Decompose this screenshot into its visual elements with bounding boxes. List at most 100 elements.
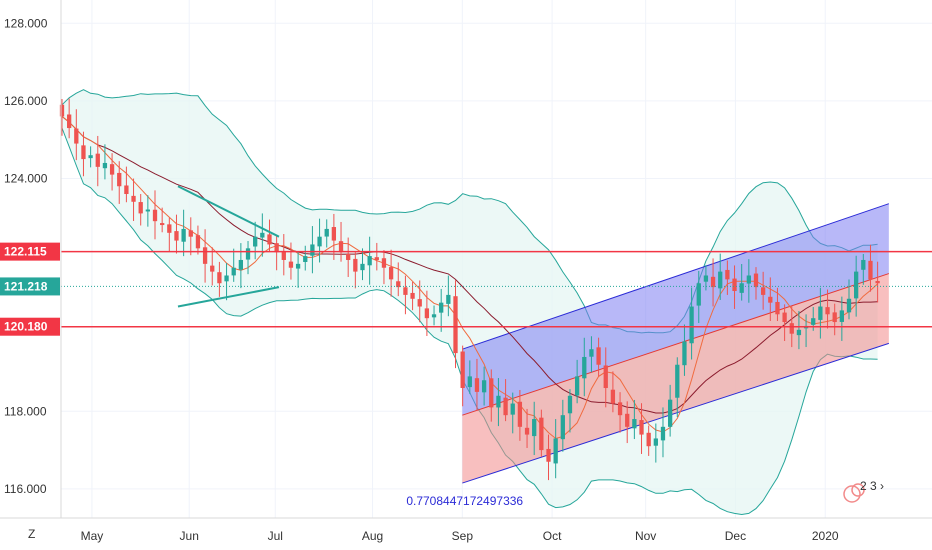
candle-body bbox=[88, 155, 93, 159]
watermark-text: 2 3 › bbox=[860, 479, 884, 493]
candle-body bbox=[603, 365, 608, 389]
candle-body bbox=[453, 296, 458, 354]
candle-body bbox=[846, 298, 852, 313]
triangle-lower-line[interactable] bbox=[177, 286, 280, 308]
candle-body bbox=[632, 419, 637, 429]
channel-upper-line[interactable] bbox=[462, 203, 890, 350]
resistance-line-lower-tag bbox=[0, 317, 60, 336]
price-tick-label: 118.000 bbox=[4, 404, 47, 418]
time-tick-label: Nov bbox=[635, 529, 656, 543]
candle-body bbox=[446, 294, 451, 304]
candle-body bbox=[396, 281, 401, 288]
candle-body bbox=[574, 376, 580, 396]
candle bbox=[703, 265, 709, 291]
channel-mid-line[interactable] bbox=[462, 273, 890, 416]
candle bbox=[768, 277, 773, 322]
candle-body bbox=[360, 263, 365, 271]
triangle-pattern[interactable] bbox=[177, 185, 280, 308]
candle bbox=[195, 225, 201, 255]
candle bbox=[632, 399, 637, 440]
candle bbox=[503, 379, 508, 422]
candle-body bbox=[639, 420, 644, 435]
candle bbox=[217, 261, 222, 297]
candle bbox=[746, 259, 751, 303]
candle-body bbox=[160, 223, 165, 226]
candle-body bbox=[124, 185, 129, 195]
candle bbox=[67, 98, 72, 139]
timezone-label[interactable]: Z bbox=[28, 527, 35, 541]
candle-body bbox=[410, 292, 415, 299]
candle bbox=[138, 193, 143, 226]
candle bbox=[818, 287, 823, 339]
candle bbox=[582, 337, 587, 397]
candle bbox=[574, 359, 580, 404]
candle-body bbox=[152, 209, 158, 222]
current-price-line-tag-label: 121.218 bbox=[4, 279, 48, 293]
candle bbox=[109, 153, 115, 191]
candle-body bbox=[403, 287, 408, 295]
candle-body bbox=[295, 263, 301, 269]
candle-body bbox=[660, 426, 666, 441]
candle bbox=[589, 336, 594, 373]
candle bbox=[832, 303, 837, 336]
candle bbox=[238, 243, 244, 289]
price-axis[interactable]: 128.000 126.000 124.000 118.000 116.000 bbox=[4, 16, 48, 496]
candle-body bbox=[524, 427, 530, 435]
candle bbox=[625, 401, 630, 444]
candle bbox=[782, 304, 787, 341]
candle-body bbox=[195, 235, 201, 249]
candle bbox=[825, 289, 830, 329]
candle bbox=[532, 401, 537, 456]
candle-body bbox=[732, 278, 737, 292]
candle bbox=[524, 408, 530, 448]
horizontal-lines[interactable] bbox=[61, 250, 932, 328]
candle-body bbox=[117, 172, 122, 187]
candle bbox=[553, 419, 558, 479]
time-axis[interactable]: May Jun Jul Aug Sep Oct Nov Dec 2020 bbox=[81, 529, 839, 543]
time-tick-label: Dec bbox=[725, 529, 746, 543]
candle bbox=[160, 207, 165, 233]
price-tick-label: 126.000 bbox=[4, 94, 48, 108]
candle-body bbox=[839, 310, 844, 322]
candle-body bbox=[517, 401, 523, 427]
candle-body bbox=[274, 243, 279, 253]
candle bbox=[617, 392, 623, 433]
candle-body bbox=[532, 419, 537, 437]
candle bbox=[567, 389, 573, 433]
candle-body bbox=[145, 209, 151, 212]
candle-body bbox=[381, 258, 387, 268]
candle-body bbox=[310, 244, 315, 256]
candle-body bbox=[782, 312, 787, 323]
candle-body bbox=[202, 247, 208, 264]
candle bbox=[174, 214, 179, 254]
candle bbox=[188, 217, 193, 256]
candle-body bbox=[646, 432, 651, 447]
candle bbox=[460, 345, 465, 407]
candle bbox=[424, 290, 430, 336]
candle bbox=[267, 219, 272, 252]
candle bbox=[739, 264, 744, 301]
candle-body bbox=[131, 195, 136, 202]
candle-body bbox=[481, 380, 487, 393]
candle bbox=[610, 371, 616, 413]
candle-body bbox=[231, 267, 236, 276]
candle-body bbox=[875, 280, 880, 284]
channel-lower-line[interactable] bbox=[462, 342, 890, 484]
triangle-upper-line[interactable] bbox=[177, 185, 280, 238]
candle bbox=[59, 98, 65, 136]
candle bbox=[439, 288, 444, 332]
candle-body bbox=[439, 302, 444, 313]
candle bbox=[81, 131, 86, 177]
candle-body bbox=[710, 276, 716, 288]
candle-body bbox=[102, 162, 108, 169]
candle bbox=[346, 237, 351, 277]
candle-body bbox=[675, 364, 680, 398]
candle-body bbox=[761, 287, 766, 295]
candle bbox=[639, 403, 644, 454]
candle-body bbox=[253, 236, 258, 247]
candle-body bbox=[753, 273, 759, 288]
candle bbox=[367, 236, 372, 285]
candle-body bbox=[768, 296, 773, 303]
candle-body bbox=[138, 202, 143, 214]
